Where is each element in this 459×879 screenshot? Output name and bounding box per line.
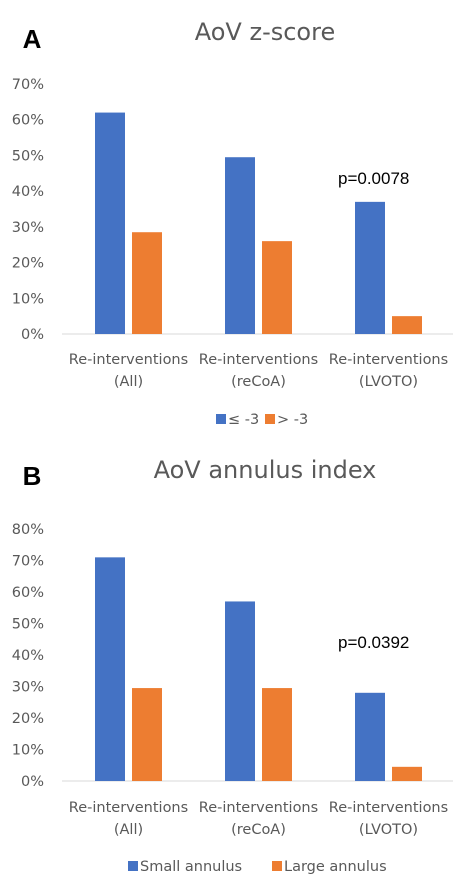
- y-tick-label: 0%: [21, 774, 44, 790]
- chart-panel-b: B AoV annulus index 0% 10% 20% 30% 40% 50% 60% 70…: [12, 456, 453, 875]
- x-tick-label: Re-interventions: [329, 800, 448, 816]
- y-tick-label: 50%: [12, 148, 44, 164]
- y-tick-label: 10%: [12, 291, 44, 307]
- y-tick-label: 10%: [12, 743, 44, 759]
- bar-series1: [95, 112, 125, 334]
- bar-series1: [355, 201, 385, 334]
- p-value-annotation: p=0.0392: [338, 633, 409, 652]
- panel-label: A: [23, 24, 42, 54]
- x-tick-label: Re-interventions: [329, 352, 448, 368]
- y-tick-label: 70%: [12, 77, 44, 93]
- x-tick-label-sub: (LVOTO): [359, 822, 418, 838]
- y-tick-label: 70%: [12, 554, 44, 570]
- chart-panel-a: A AoV z-score 0% 10% 20% 30% 40% 50% 60% 70% Re-in…: [12, 18, 453, 428]
- x-tick-label-sub: (LVOTO): [359, 374, 418, 390]
- legend-swatch: [265, 414, 275, 424]
- bar-series2: [132, 688, 162, 781]
- legend-label: ≤ -3: [228, 412, 259, 428]
- y-tick-label: 0%: [21, 327, 44, 343]
- x-tick-label: Re-interventions: [199, 800, 318, 816]
- y-tick-label: 40%: [12, 648, 44, 664]
- x-tick-label-sub: (All): [114, 374, 143, 390]
- bar-series1: [225, 157, 255, 334]
- y-tick-label: 50%: [12, 617, 44, 633]
- panel-label: B: [23, 461, 42, 491]
- p-value-annotation: p=0.0078: [338, 169, 409, 188]
- y-tick-label: 60%: [12, 585, 44, 601]
- x-tick-label-sub: (reCoA): [231, 822, 286, 838]
- y-tick-label: 30%: [12, 680, 44, 696]
- bar-series2: [132, 232, 162, 334]
- legend-swatch: [272, 861, 282, 871]
- x-tick-label-sub: (All): [114, 822, 143, 838]
- legend-swatch: [128, 861, 138, 871]
- legend-label: Small annulus: [140, 859, 242, 875]
- y-tick-label: 30%: [12, 220, 44, 236]
- bar-series1: [225, 601, 255, 781]
- legend-label: Large annulus: [284, 859, 387, 875]
- y-tick-label: 20%: [12, 256, 44, 272]
- x-tick-label: Re-interventions: [69, 352, 188, 368]
- x-tick-label: Re-interventions: [69, 800, 188, 816]
- bar-series2: [392, 316, 422, 334]
- bar-series2: [262, 688, 292, 781]
- bar-series1: [355, 692, 385, 781]
- bar-series2: [392, 766, 422, 781]
- legend-label: > -3: [277, 412, 308, 428]
- x-tick-label-sub: (reCoA): [231, 374, 286, 390]
- bar-series2: [262, 241, 292, 334]
- x-tick-label: Re-interventions: [199, 352, 318, 368]
- y-tick-label: 40%: [12, 184, 44, 200]
- y-tick-label: 20%: [12, 711, 44, 727]
- chart-title: AoV annulus index: [154, 456, 377, 484]
- bar-series1: [95, 557, 125, 781]
- y-tick-label: 60%: [12, 113, 44, 129]
- chart-title: AoV z-score: [195, 18, 335, 46]
- legend-swatch: [216, 414, 226, 424]
- y-tick-label: 80%: [12, 522, 44, 538]
